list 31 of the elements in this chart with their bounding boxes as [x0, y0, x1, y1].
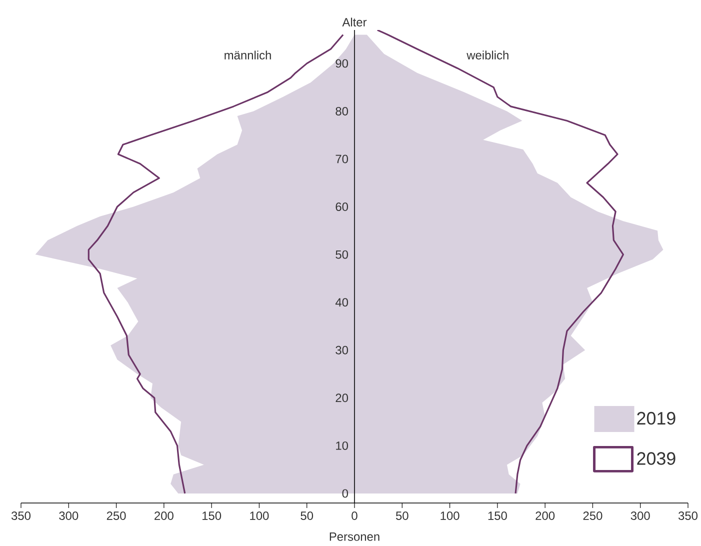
y-tick-label: 0: [342, 489, 348, 498]
legend-label: 2019: [637, 412, 676, 425]
y-tick-label: 40: [335, 298, 348, 307]
legend-label: 2039: [637, 452, 676, 465]
x-tick-label: 50: [396, 512, 408, 520]
x-tick-label: 200: [154, 512, 174, 520]
x-tick-label: 100: [250, 512, 269, 520]
x-tick-label: 250: [106, 512, 126, 520]
x-tick-label: 300: [630, 512, 650, 520]
y-tick-label: 50: [336, 250, 348, 259]
y-tick-label: 70: [336, 154, 348, 164]
y-axis-title: Alter: [342, 18, 367, 26]
x-tick-label: 350: [678, 512, 698, 520]
annotation: männlich: [224, 50, 271, 60]
x-tick-label: 250: [583, 512, 602, 520]
x-tick-label: 350: [11, 512, 31, 520]
y-tick-label: 20: [336, 394, 348, 402]
x-axis-title: Personen: [330, 532, 380, 541]
y-tick-label: 10: [336, 441, 348, 450]
x-tick-label: 150: [202, 512, 222, 520]
x-tick-label: 100: [440, 512, 460, 520]
y-tick-label: 60: [336, 202, 348, 211]
x-tick-label: 0: [352, 512, 358, 520]
x-tick-label: 300: [59, 512, 78, 520]
annotation: weiblich: [466, 50, 508, 60]
y-tick-label: 80: [336, 106, 348, 116]
x-tick-label: 200: [536, 512, 555, 520]
y-tick-label: 90: [336, 59, 348, 68]
x-tick-label: 50: [300, 512, 314, 520]
y-tick-label: 30: [336, 346, 348, 354]
x-tick-label: 150: [488, 512, 507, 520]
